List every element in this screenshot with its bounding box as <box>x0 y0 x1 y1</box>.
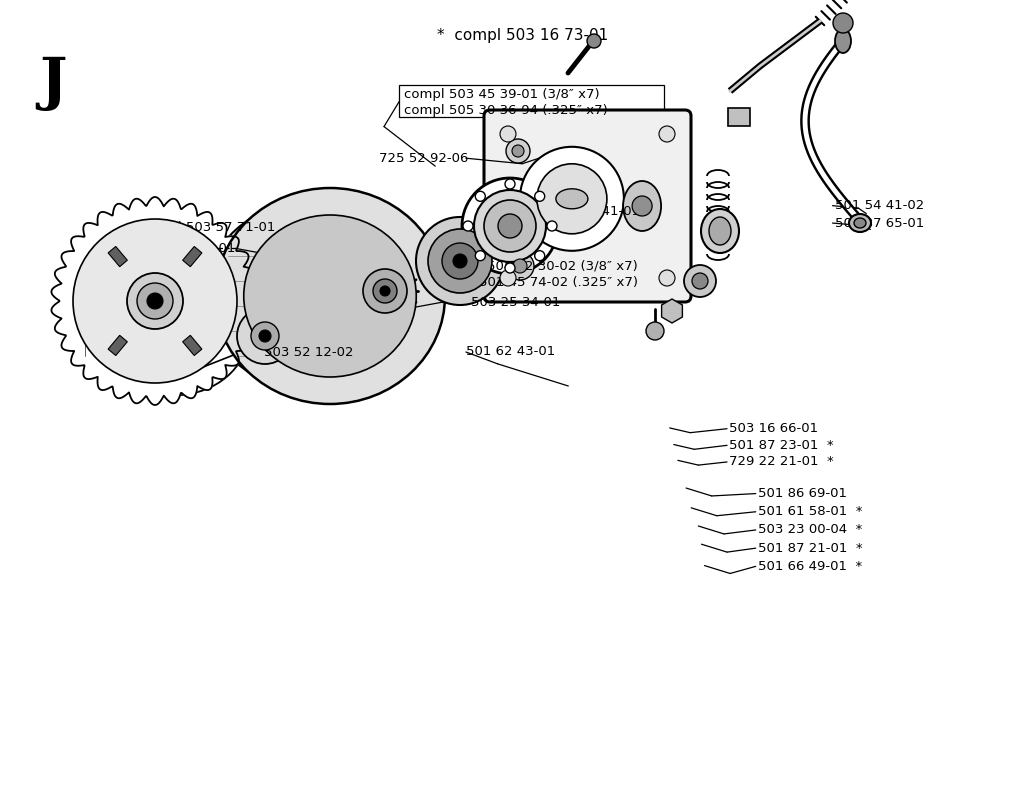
Circle shape <box>474 190 546 262</box>
Circle shape <box>73 219 237 383</box>
Polygon shape <box>109 335 127 355</box>
Text: 504 52 30-02 (3/8″ x7): 504 52 30-02 (3/8″ x7) <box>487 259 638 272</box>
Text: 501 87 65-01: 501 87 65-01 <box>835 217 924 229</box>
Text: *  compl 503 16 73-01: * compl 503 16 73-01 <box>436 28 608 43</box>
Text: 501 54 41-02: 501 54 41-02 <box>835 199 924 212</box>
Circle shape <box>416 217 504 305</box>
Circle shape <box>520 147 624 251</box>
Circle shape <box>535 251 545 261</box>
Circle shape <box>373 279 397 303</box>
Text: 501 45 74-02 (.325″ x7): 501 45 74-02 (.325″ x7) <box>479 276 638 289</box>
Circle shape <box>505 179 515 189</box>
Circle shape <box>251 322 279 350</box>
Text: 501 61 58-01  *: 501 61 58-01 * <box>758 505 862 518</box>
Text: 501 87 21-01  *: 501 87 21-01 * <box>758 542 862 554</box>
Circle shape <box>498 214 522 238</box>
Circle shape <box>484 200 536 252</box>
Text: 729 22 21-01  *: 729 22 21-01 * <box>729 456 834 468</box>
Ellipse shape <box>849 214 871 232</box>
Text: J: J <box>39 55 67 111</box>
Text: 501 66 49-01  *: 501 66 49-01 * <box>758 560 862 573</box>
Circle shape <box>428 229 492 293</box>
Polygon shape <box>182 247 202 267</box>
Circle shape <box>506 139 530 163</box>
Circle shape <box>833 13 853 33</box>
Text: 503 16 66-01: 503 16 66-01 <box>729 422 818 435</box>
Ellipse shape <box>556 189 588 209</box>
Circle shape <box>506 252 534 280</box>
Circle shape <box>237 308 293 364</box>
Ellipse shape <box>709 217 731 245</box>
Text: 725 52 92-06: 725 52 92-06 <box>379 152 468 165</box>
Circle shape <box>442 243 478 279</box>
Circle shape <box>500 126 516 142</box>
Circle shape <box>463 221 473 231</box>
Bar <box>399 85 664 117</box>
Circle shape <box>259 330 271 342</box>
Ellipse shape <box>701 209 739 253</box>
Polygon shape <box>662 299 682 323</box>
Text: 503 52 12-02: 503 52 12-02 <box>264 346 353 359</box>
Text: 503 23 00-04  *: 503 23 00-04 * <box>758 524 862 536</box>
Ellipse shape <box>244 215 416 377</box>
Circle shape <box>535 191 545 201</box>
Ellipse shape <box>835 29 851 53</box>
Text: 501 62 43-01: 501 62 43-01 <box>466 346 555 358</box>
Circle shape <box>537 164 607 234</box>
Circle shape <box>362 269 407 313</box>
FancyBboxPatch shape <box>484 110 691 302</box>
Circle shape <box>380 286 390 296</box>
Text: compl 503 45 39-01 (3/8″ x7): compl 503 45 39-01 (3/8″ x7) <box>404 89 600 101</box>
Polygon shape <box>51 197 259 405</box>
Text: 503 57 74-01: 503 57 74-01 <box>146 242 236 255</box>
Circle shape <box>137 283 173 319</box>
Bar <box>728 108 750 126</box>
Text: compl 505 30 36-94 (.325″ x7): compl 505 30 36-94 (.325″ x7) <box>404 104 608 117</box>
Text: compl 503 57 71-01: compl 503 57 71-01 <box>141 221 275 233</box>
Circle shape <box>632 196 652 216</box>
Circle shape <box>462 178 558 274</box>
Ellipse shape <box>215 188 445 404</box>
Circle shape <box>453 254 467 268</box>
Circle shape <box>659 126 675 142</box>
Circle shape <box>475 251 485 261</box>
Circle shape <box>505 263 515 273</box>
Circle shape <box>587 34 601 48</box>
Circle shape <box>475 191 485 201</box>
Circle shape <box>500 270 516 286</box>
Circle shape <box>684 265 716 297</box>
Circle shape <box>512 145 524 157</box>
Text: 501 86 41-01: 501 86 41-01 <box>551 206 640 218</box>
Circle shape <box>127 273 183 329</box>
Circle shape <box>646 322 664 340</box>
Circle shape <box>547 221 557 231</box>
Text: 501 86 69-01: 501 86 69-01 <box>758 487 847 500</box>
Circle shape <box>659 270 675 286</box>
Circle shape <box>513 259 527 273</box>
Circle shape <box>692 273 708 289</box>
Polygon shape <box>109 247 127 267</box>
Ellipse shape <box>623 181 662 231</box>
Circle shape <box>147 293 163 309</box>
Text: 503 25 34-01: 503 25 34-01 <box>471 296 560 308</box>
Text: 501 87 23-01  *: 501 87 23-01 * <box>729 439 834 452</box>
Ellipse shape <box>854 218 866 228</box>
Polygon shape <box>182 335 202 355</box>
